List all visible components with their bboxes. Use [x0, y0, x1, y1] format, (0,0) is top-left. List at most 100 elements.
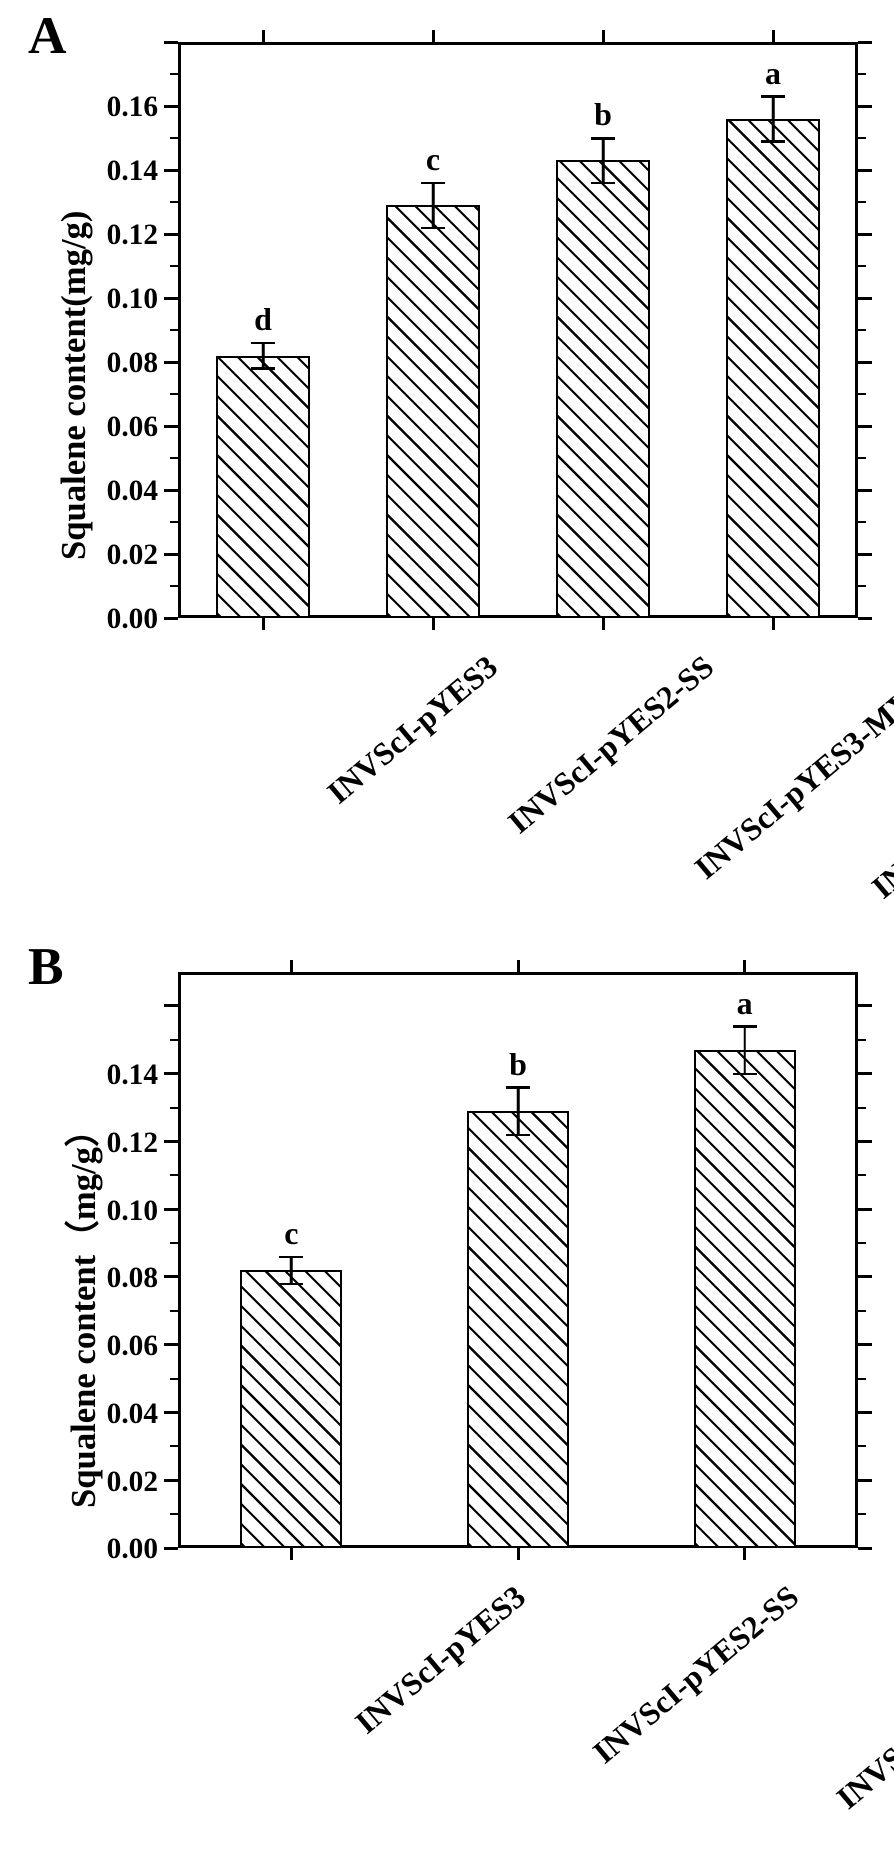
ytick-major-right [858, 1208, 872, 1211]
ytick-minor [170, 201, 178, 203]
error-bar [602, 138, 605, 183]
ytick-major [164, 1343, 178, 1346]
ytick-label: 0.14 [88, 1059, 158, 1092]
ytick-major-right [858, 41, 872, 44]
xtick [432, 618, 435, 630]
ytick-label: 0.06 [88, 411, 158, 444]
significance-label: c [426, 141, 440, 178]
ytick-major [164, 1411, 178, 1414]
xtick [772, 618, 775, 630]
xtick-top [772, 30, 775, 42]
ytick-label: 0.00 [88, 603, 158, 636]
error-cap [591, 182, 615, 185]
ytick-minor [170, 265, 178, 267]
ytick-minor [170, 137, 178, 139]
ytick-major-right [858, 489, 872, 492]
ytick-label: 0.04 [88, 1398, 158, 1431]
ytick-major-right [858, 1343, 872, 1346]
xtick-top [432, 30, 435, 42]
figure-root: ASqualene content(mg/g)0.000.020.040.060… [0, 0, 894, 1860]
ytick-major [164, 1547, 178, 1550]
error-cap [506, 1134, 530, 1137]
error-cap [733, 1073, 757, 1076]
panel-label: B [28, 935, 64, 997]
ytick-label: 0.04 [88, 475, 158, 508]
ytick-label: 0.06 [88, 1330, 158, 1363]
ytick-major-right [858, 1547, 872, 1550]
error-cap [421, 182, 445, 185]
ytick-minor-right [858, 585, 866, 587]
xtick-top [743, 960, 746, 972]
ytick-major-right [858, 1072, 872, 1075]
bar [556, 160, 650, 618]
significance-label: b [594, 96, 612, 133]
ytick-major-right [858, 617, 872, 620]
xtick-label: INVScI-pYES2-SS [501, 648, 721, 841]
ytick-minor-right [858, 457, 866, 459]
ytick-major-right [858, 1275, 872, 1278]
ytick-label: 0.12 [88, 1127, 158, 1160]
ytick-minor [170, 1174, 178, 1176]
ytick-major-right [858, 169, 872, 172]
error-cap [279, 1256, 303, 1259]
ytick-major [164, 553, 178, 556]
ytick-major [164, 489, 178, 492]
ytick-major-right [858, 1004, 872, 1007]
error-bar [290, 1257, 293, 1284]
error-cap [506, 1086, 530, 1089]
ytick-major [164, 169, 178, 172]
bar [467, 1111, 569, 1548]
significance-label: a [765, 55, 781, 92]
ytick-minor [170, 1378, 178, 1380]
ytick-major-right [858, 1479, 872, 1482]
ytick-major-right [858, 361, 872, 364]
ytick-minor-right [858, 1378, 866, 1380]
ytick-major-right [858, 105, 872, 108]
xtick-top [517, 960, 520, 972]
ytick-minor [170, 73, 178, 75]
ytick-label: 0.02 [88, 1466, 158, 1499]
bar [726, 119, 820, 618]
ytick-label: 0.14 [88, 155, 158, 188]
ytick-major [164, 617, 178, 620]
ytick-minor-right [858, 329, 866, 331]
error-bar [262, 343, 265, 369]
significance-label: a [737, 985, 753, 1022]
ytick-minor [170, 1242, 178, 1244]
bar [240, 1270, 342, 1548]
ytick-minor [170, 1445, 178, 1447]
ytick-major-right [858, 553, 872, 556]
ytick-label: 0.08 [88, 347, 158, 380]
ytick-minor-right [858, 1242, 866, 1244]
ytick-minor-right [858, 393, 866, 395]
ytick-minor-right [858, 1310, 866, 1312]
xtick-label: INVScI-pYES3-MYB21 [688, 648, 894, 887]
error-cap [591, 137, 615, 140]
ytick-major-right [858, 1411, 872, 1414]
ytick-minor [170, 457, 178, 459]
ytick-minor-right [858, 73, 866, 75]
ytick-minor [170, 1039, 178, 1041]
ytick-major-right [858, 1140, 872, 1143]
ytick-major-right [858, 425, 872, 428]
ytick-minor-right [858, 201, 866, 203]
error-bar [517, 1087, 520, 1134]
ytick-minor [170, 329, 178, 331]
ytick-major [164, 1208, 178, 1211]
bar [386, 205, 480, 618]
ytick-label: 0.02 [88, 539, 158, 572]
bar [694, 1050, 796, 1548]
ytick-minor [170, 1107, 178, 1109]
xtick-top [602, 30, 605, 42]
xtick [743, 1548, 746, 1560]
y-axis-label: Squalene content（mg/g） [55, 1112, 105, 1508]
ytick-major [164, 361, 178, 364]
ytick-major [164, 1479, 178, 1482]
ytick-label: 0.10 [88, 1195, 158, 1228]
xtick-label: INVScI-pYES2-SS [586, 1578, 806, 1771]
error-bar [743, 1026, 746, 1073]
ytick-minor [170, 585, 178, 587]
ytick-label: 0.12 [88, 219, 158, 252]
ytick-major [164, 1275, 178, 1278]
xtick [517, 1548, 520, 1560]
